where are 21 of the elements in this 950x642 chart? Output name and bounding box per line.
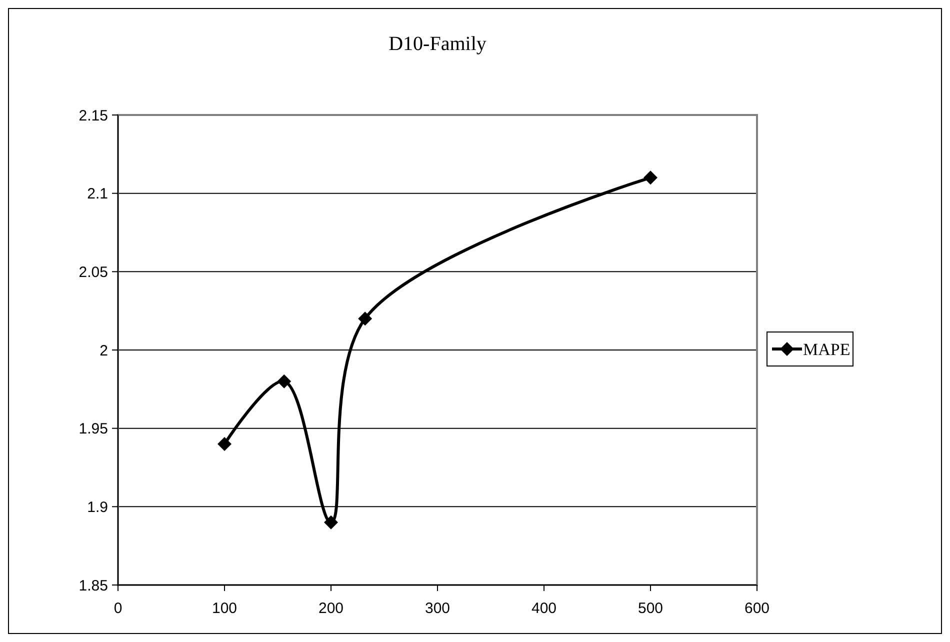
- x-tick-label: 0: [114, 600, 122, 617]
- y-tick-label: 1.9: [87, 498, 108, 516]
- x-tick-label: 300: [424, 600, 450, 617]
- x-tick-label: 400: [531, 600, 557, 617]
- y-tick-label: 2.1: [87, 186, 108, 203]
- x-tick-label: 100: [212, 600, 238, 617]
- y-tick-label: 2.15: [78, 107, 108, 124]
- y-tick-label: 2.05: [78, 264, 108, 281]
- point: [644, 170, 658, 185]
- point: [277, 374, 292, 388]
- point: [324, 515, 338, 530]
- y-tick-label: 1.95: [78, 420, 108, 438]
- chart-title: D10-Family: [388, 33, 486, 55]
- x-tick-label: 600: [744, 600, 770, 617]
- point: [218, 437, 232, 451]
- x-tick-label: 200: [318, 600, 344, 617]
- y-tick-label: 1.85: [78, 577, 108, 594]
- x-tick-label: 500: [638, 600, 664, 617]
- legend-label: MAPE: [803, 340, 850, 359]
- point: [358, 312, 372, 326]
- y-tick-label: 2: [100, 342, 108, 360]
